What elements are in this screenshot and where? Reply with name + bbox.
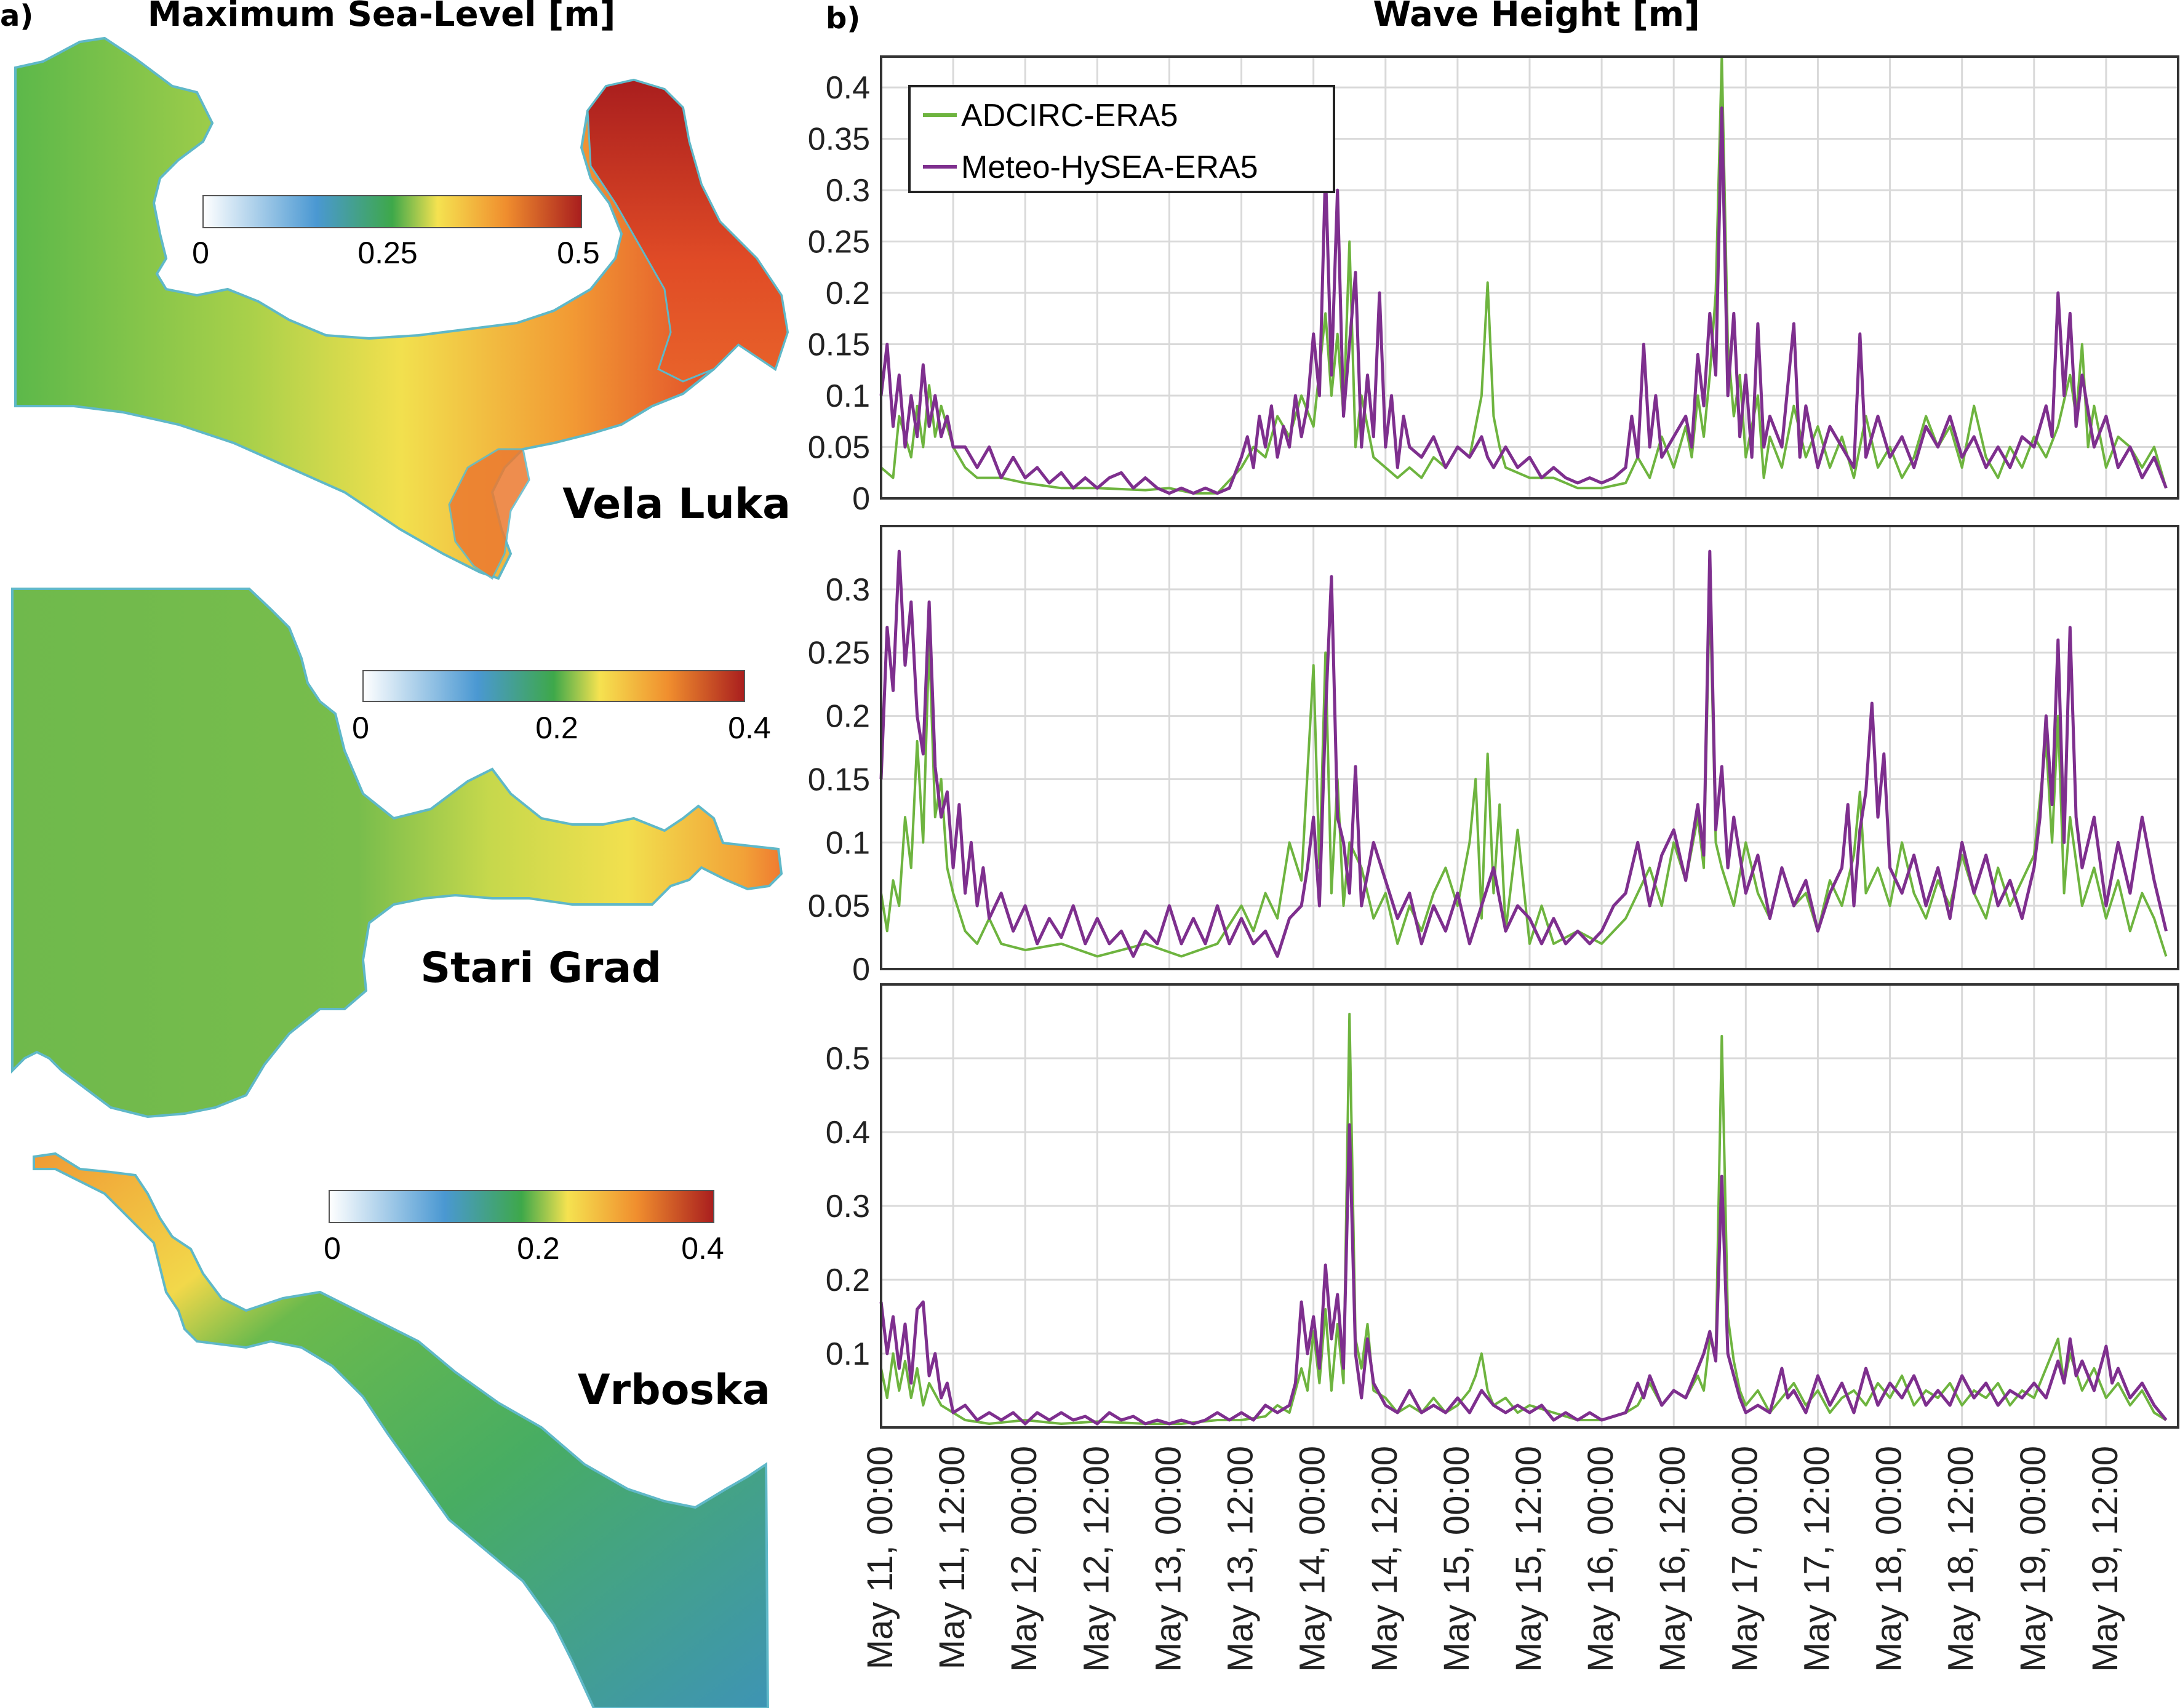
colorbar-vela-luka-tick-0: 0 [192,236,209,270]
subplot-1: 0 0.05 0.1 0.15 0.2 0.25 0.3 0.35 0.4 [808,55,2179,517]
x-tick-label-3: May 12, 12:00 [1076,1446,1116,1672]
x-tick-label-14: May 18, 00:00 [1869,1446,1909,1672]
colorbar-stari-grad-tick-2: 0.4 [728,711,771,745]
map-vrboska: 0 0.2 0.4 Vrboska [33,1152,770,1708]
colorbar-vela-luka-tick-2: 0.5 [557,236,600,270]
subplot-1-ytick-label-1: 0.05 [808,430,870,466]
subplot-2-ytick-label-6: 0.3 [826,572,870,608]
subplot-2-ytick-label-0: 0 [852,952,870,988]
colorbar-vrboska-tick-1: 0.2 [517,1231,560,1266]
subplot-2: 0 0.05 0.1 0.15 0.2 0.25 0.3 [808,525,2179,988]
subplot-1-ytick-label-7: 0.35 [808,122,870,158]
vela-luka-harbour-arm [586,79,789,383]
map-vela-luka: 0 0.25 0.5 Vela Luka [14,36,791,580]
x-tick-label-8: May 15, 00:00 [1437,1446,1477,1672]
x-tick-label-2: May 12, 00:00 [1004,1446,1044,1672]
colorbar-vrboska [329,1190,714,1223]
panel-b-title: Wave Height [m] [1373,0,1699,34]
colorbar-vela-luka-tick-1: 0.25 [357,236,417,270]
subplot-2-series-meteo-hysea [879,549,2168,958]
colorbar-vrboska-tick-0: 0 [324,1231,341,1266]
x-tick-label-4: May 13, 00:00 [1148,1446,1188,1672]
subplot-3-axes-box [880,983,2179,1429]
subplot-3-ytick-label-2: 0.3 [826,1189,870,1224]
stari-grad-sea-area [11,588,783,1119]
colorbar-vela-luka [202,195,582,228]
subplot-1-ytick-label-8: 0.4 [826,70,870,106]
subplot-3: 0.1 0.2 0.3 0.4 0.5 [826,983,2179,1429]
legend-label-meteo-hysea: Meteo-HySEA-ERA5 [961,150,1258,185]
panel-a-title: Maximum Sea-Level [m] [148,0,616,34]
panel-a-label: a) [0,0,33,33]
wave-height-charts: 00.050.10.150.20.250.30.350.400.050.10.1… [808,55,2179,1672]
subplot-1-series-adcirc [880,55,2168,495]
subplot-1-ytick-label-6: 0.3 [826,173,870,209]
x-tick-label-6: May 14, 00:00 [1293,1446,1333,1672]
place-label-vrboska: Vrboska [578,1366,770,1415]
x-tick-label-7: May 14, 12:00 [1365,1446,1405,1672]
x-tick-label-13: May 17, 12:00 [1797,1446,1837,1672]
subplot-2-ytick-label-3: 0.15 [808,762,870,797]
x-tick-label-15: May 18, 12:00 [1941,1446,1981,1672]
subplot-2-axes-box [880,525,2179,970]
x-tick-label-1: May 11, 12:00 [932,1446,972,1669]
subplot-2-series-adcirc [880,588,2168,958]
subplot-1-ytick-label-2: 0.1 [826,378,870,414]
subplot-1-axes-box [880,55,2179,500]
legend-label-adcirc: ADCIRC-ERA5 [961,98,1178,134]
colorbar-stari-grad-tick-1: 0.2 [535,711,578,745]
x-tick-label-5: May 13, 12:00 [1221,1446,1261,1672]
vela-luka-south-bay [448,448,530,580]
subplot-1-ytick-label-0: 0 [852,481,870,517]
colorbar-stari-grad [362,670,745,702]
subplot-2-ytick-label-4: 0.2 [826,699,870,735]
x-tick-label-10: May 16, 00:00 [1581,1446,1621,1672]
x-tick-label-0: May 11, 00:00 [860,1446,900,1669]
x-tick-label-9: May 15, 12:00 [1509,1446,1549,1672]
colorbar-stari-grad-tick-0: 0 [352,711,369,745]
subplot-1-ytick-label-3: 0.15 [808,327,870,363]
subplot-3-series-meteo-hysea [879,1123,2168,1426]
subplot-1-series-meteo-hysea [879,106,2168,495]
x-tick-label-17: May 19, 12:00 [2085,1446,2125,1672]
x-tick-label-16: May 19, 00:00 [2013,1446,2053,1672]
colorbar-vrboska-tick-2: 0.4 [681,1231,724,1266]
subplot-1-ytick-label-5: 0.25 [808,225,870,260]
x-tick-label-12: May 17, 00:00 [1725,1446,1765,1672]
x-tick-label-11: May 16, 12:00 [1653,1446,1693,1672]
place-label-stari-grad: Stari Grad [420,944,661,992]
subplot-2-ytick-label-1: 0.05 [808,888,870,924]
vrboska-sea-area [33,1152,770,1708]
subplot-1-ytick-label-4: 0.2 [826,276,870,311]
subplot-3-ytick-label-3: 0.4 [826,1115,870,1151]
subplot-3-ytick-label-4: 0.5 [826,1041,870,1077]
place-label-vela-luka: Vela Luka [562,480,791,529]
subplot-2-ytick-label-2: 0.1 [826,825,870,861]
subplot-2-ytick-label-5: 0.25 [808,636,870,671]
map-stari-grad: 0 0.2 0.4 Stari Grad [11,588,783,1119]
panel-b-label: b) [826,1,860,36]
legend: ADCIRC-ERA5 Meteo-HySEA-ERA5 [908,85,1335,193]
subplot-3-ytick-label-1: 0.2 [826,1263,870,1298]
legend-box [908,85,1335,193]
subplot-3-series-adcirc [880,1013,2167,1425]
subplot-3-ytick-label-0: 0.1 [826,1336,870,1372]
